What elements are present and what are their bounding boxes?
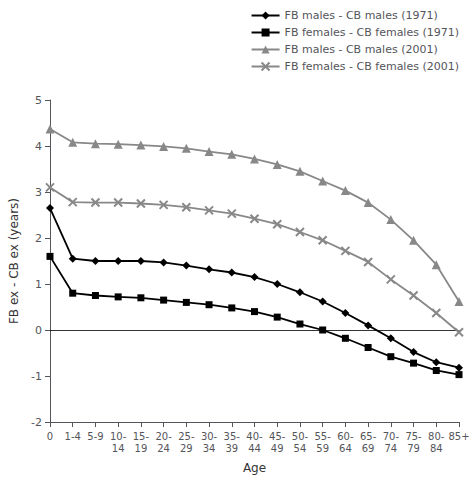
svg-text:59: 59 — [316, 443, 329, 454]
svg-text:69: 69 — [362, 443, 375, 454]
svg-text:75-: 75- — [405, 431, 422, 442]
svg-text:FB females - CB females (2001): FB females - CB females (2001) — [285, 60, 459, 73]
svg-text:14: 14 — [112, 443, 125, 454]
svg-text:84: 84 — [430, 443, 443, 454]
svg-text:0: 0 — [35, 324, 42, 337]
svg-text:FB females - CB females (1971): FB females - CB females (1971) — [285, 26, 459, 39]
svg-text:60-: 60- — [337, 431, 354, 442]
svg-text:74: 74 — [384, 443, 397, 454]
svg-text:3: 3 — [35, 186, 42, 199]
svg-text:54: 54 — [294, 443, 307, 454]
svg-text:30-: 30- — [201, 431, 218, 442]
svg-text:40-: 40- — [246, 431, 263, 442]
svg-text:0: 0 — [47, 431, 53, 442]
svg-text:FB males - CB males (2001): FB males - CB males (2001) — [285, 43, 438, 56]
svg-text:25-: 25- — [178, 431, 195, 442]
svg-text:44: 44 — [248, 443, 261, 454]
svg-text:Age: Age — [243, 461, 266, 475]
svg-text:80-: 80- — [428, 431, 445, 442]
svg-text:55-: 55- — [314, 431, 331, 442]
svg-text:39: 39 — [225, 443, 238, 454]
svg-text:20-: 20- — [155, 431, 172, 442]
svg-text:-1: -1 — [31, 370, 42, 383]
svg-text:10-: 10- — [110, 431, 127, 442]
svg-text:70-: 70- — [383, 431, 400, 442]
svg-text:65-: 65- — [360, 431, 377, 442]
svg-text:29: 29 — [180, 443, 193, 454]
svg-text:24: 24 — [157, 443, 170, 454]
svg-text:5-9: 5-9 — [87, 431, 103, 442]
svg-text:FB males - CB males (1971): FB males - CB males (1971) — [285, 9, 438, 22]
svg-text:34: 34 — [203, 443, 216, 454]
svg-text:4: 4 — [35, 140, 42, 153]
svg-text:5: 5 — [35, 94, 42, 107]
svg-text:-2: -2 — [31, 416, 42, 429]
svg-text:15-: 15- — [133, 431, 150, 442]
svg-text:49: 49 — [271, 443, 284, 454]
svg-text:1: 1 — [35, 278, 42, 291]
svg-text:45-: 45- — [269, 431, 286, 442]
svg-text:50-: 50- — [292, 431, 309, 442]
svg-text:1-4: 1-4 — [65, 431, 81, 442]
svg-text:19: 19 — [135, 443, 148, 454]
svg-text:85+: 85+ — [448, 431, 469, 442]
svg-text:35-: 35- — [224, 431, 241, 442]
svg-text:2: 2 — [35, 232, 42, 245]
svg-text:FB ex - CB ex (years): FB ex - CB ex (years) — [7, 198, 21, 324]
svg-text:64: 64 — [339, 443, 352, 454]
svg-text:79: 79 — [407, 443, 420, 454]
